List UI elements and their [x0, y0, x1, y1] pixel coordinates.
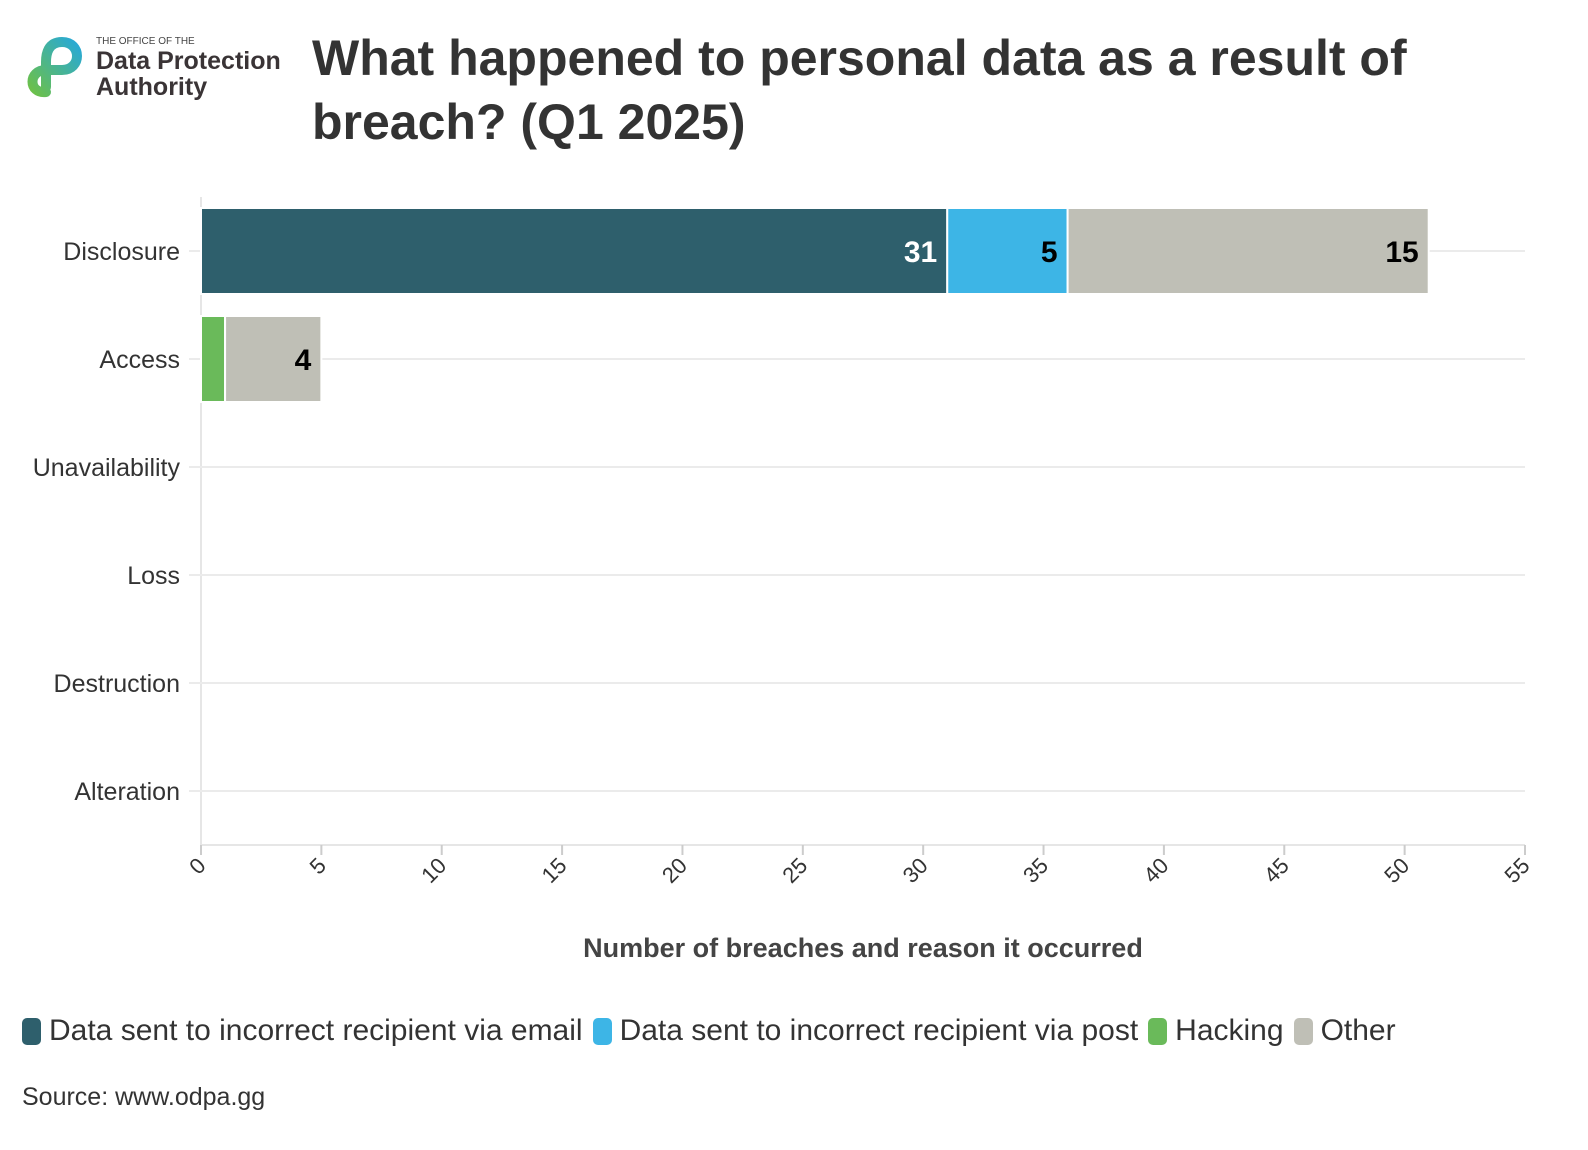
- bar-segment: [224, 315, 323, 403]
- x-tick-label: 20: [657, 853, 692, 888]
- x-tick-label: 10: [416, 853, 451, 888]
- category-label: Access: [99, 346, 180, 374]
- data-label: 31: [904, 236, 937, 269]
- bar-segment: [200, 207, 949, 295]
- logo-line2: Data Protection: [96, 47, 281, 75]
- x-tick-label: 15: [537, 853, 572, 888]
- bar-segment: [946, 207, 1069, 295]
- data-label: 4: [295, 344, 312, 377]
- category-label: Alteration: [74, 778, 180, 806]
- legend-label: Other: [1320, 1014, 1396, 1047]
- category-label: Disclosure: [63, 238, 180, 266]
- category-label: Destruction: [54, 670, 180, 698]
- x-axis-title: Number of breaches and reason it occurre…: [583, 933, 1143, 963]
- chart-title: What happened to personal data as a resu…: [312, 30, 1407, 150]
- legend-label: Hacking: [1175, 1014, 1284, 1047]
- data-label: 5: [1041, 236, 1058, 269]
- x-tick-label: 45: [1259, 853, 1294, 888]
- dpa-logo: THE OFFICE OF THE Data Protection Author…: [27, 36, 281, 101]
- data-label: 15: [1385, 236, 1418, 269]
- logo-line3: Authority: [96, 73, 207, 101]
- x-tick-label: 50: [1379, 853, 1414, 888]
- bar-chart: Disclosure Access Unavailability Loss Destru…: [33, 197, 1535, 963]
- bar-segment: [200, 315, 227, 403]
- legend-item[interactable]: Other: [1293, 1014, 1396, 1048]
- legend: Data sent to incorrect recipient via ema…: [22, 1014, 1396, 1048]
- x-tick-label: 30: [898, 853, 933, 888]
- x-tick-label: 5: [305, 853, 331, 879]
- legend-item[interactable]: Data sent to incorrect recipient via pos…: [592, 1014, 1139, 1048]
- x-tick-label: 35: [1018, 853, 1053, 888]
- legend-swatch: [1148, 1017, 1168, 1045]
- x-tick-label: 25: [777, 853, 812, 888]
- logo-line1: THE OFFICE OF THE: [96, 36, 195, 47]
- x-tick-label: 0: [184, 853, 210, 879]
- legend-swatch: [592, 1017, 612, 1045]
- legend-swatch: [1293, 1017, 1313, 1045]
- category-label: Loss: [127, 562, 180, 590]
- legend-item[interactable]: Data sent to incorrect recipient via ema…: [22, 1014, 583, 1048]
- category-label: Unavailability: [33, 454, 181, 482]
- x-tick-label: 55: [1500, 853, 1535, 888]
- legend-label: Data sent to incorrect recipient via pos…: [619, 1014, 1139, 1047]
- bar-segment: [1066, 207, 1430, 295]
- legend-label: Data sent to incorrect recipient via ema…: [49, 1014, 583, 1047]
- x-tick-label: 40: [1138, 853, 1173, 888]
- legend-item[interactable]: Hacking: [1148, 1014, 1284, 1048]
- legend-swatch: [22, 1017, 41, 1045]
- source-note: Source: www.odpa.gg: [22, 1083, 266, 1111]
